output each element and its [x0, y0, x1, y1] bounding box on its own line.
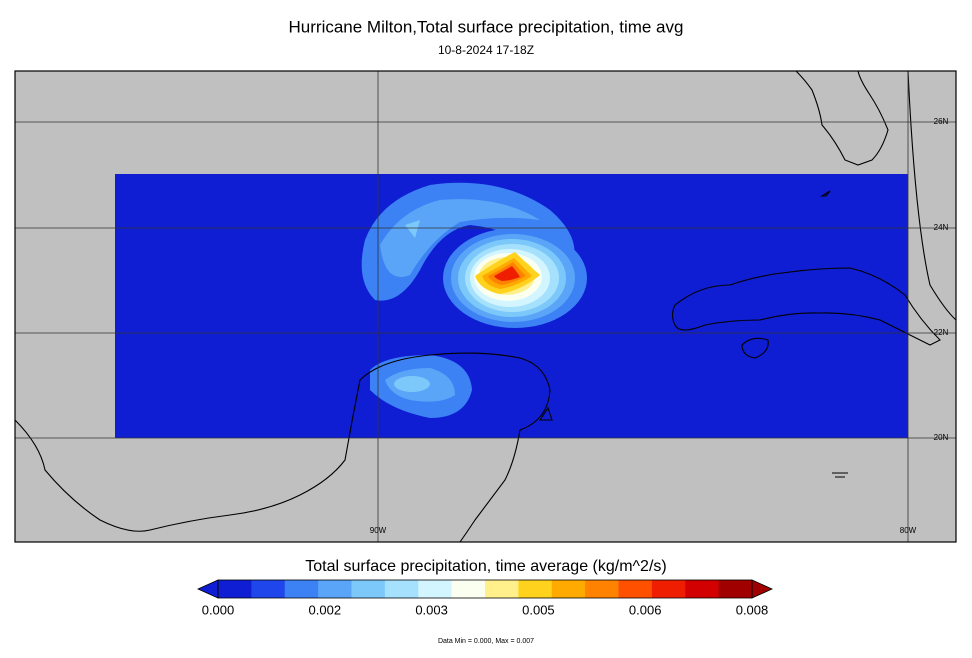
colorbar-segment [351, 580, 386, 598]
lon-label: 80W [900, 526, 917, 535]
colorbar-segment [718, 580, 753, 598]
map-frame [14, 70, 957, 543]
colorbar-frame [217, 579, 753, 599]
colorbar-tick-label: 0.003 [415, 602, 448, 617]
colorbar-segment [318, 580, 352, 598]
colorbar-segment [485, 580, 519, 598]
colorbar-title: Total surface precipitation, time averag… [305, 558, 666, 575]
colorbar-tick-label: 0.000 [202, 602, 235, 617]
colorbar-segment [284, 580, 319, 598]
colorbar-segment [651, 580, 686, 598]
colorbar-tick-label: 0.008 [736, 602, 769, 617]
colorbar-segment [518, 580, 553, 598]
colorbar-tick-label: 0.005 [522, 602, 555, 617]
lat-label: 24N [934, 223, 949, 232]
lon-label: 90W [370, 526, 387, 535]
colorbar-tick-label: 0.002 [309, 602, 342, 617]
colorbar-segment [418, 580, 453, 598]
colorbar-tick-label: 0.006 [629, 602, 662, 617]
footer: Data Min = 0.000, Max = 0.007 [438, 638, 534, 645]
lat-label: 22N [934, 328, 949, 337]
lat-label: 20N [934, 433, 949, 442]
precipitation-field [361, 182, 587, 418]
colorbar-segment [384, 580, 419, 598]
map: 26N 24N 22N 20N 90W 80W [14, 70, 957, 543]
colorbar-segment [251, 580, 286, 598]
subtitle: 10-8-2024 17-18Z [438, 43, 534, 57]
title: Hurricane Milton,Total surface precipita… [289, 17, 684, 36]
colorbar-segment [585, 580, 619, 598]
lat-label: 26N [934, 117, 949, 126]
colorbar-segment [551, 580, 586, 598]
colorbar-segment [685, 580, 720, 598]
graticule [15, 71, 956, 542]
colorbar-segment [451, 580, 486, 598]
colorbar-arrow-right [751, 579, 773, 599]
colorbar: 0.000 0.002 0.003 0.005 0.006 0.008 [197, 579, 773, 617]
colorbar-segment [218, 580, 252, 598]
colorbar-segment [618, 580, 653, 598]
colorbar-arrow-left [197, 579, 219, 599]
